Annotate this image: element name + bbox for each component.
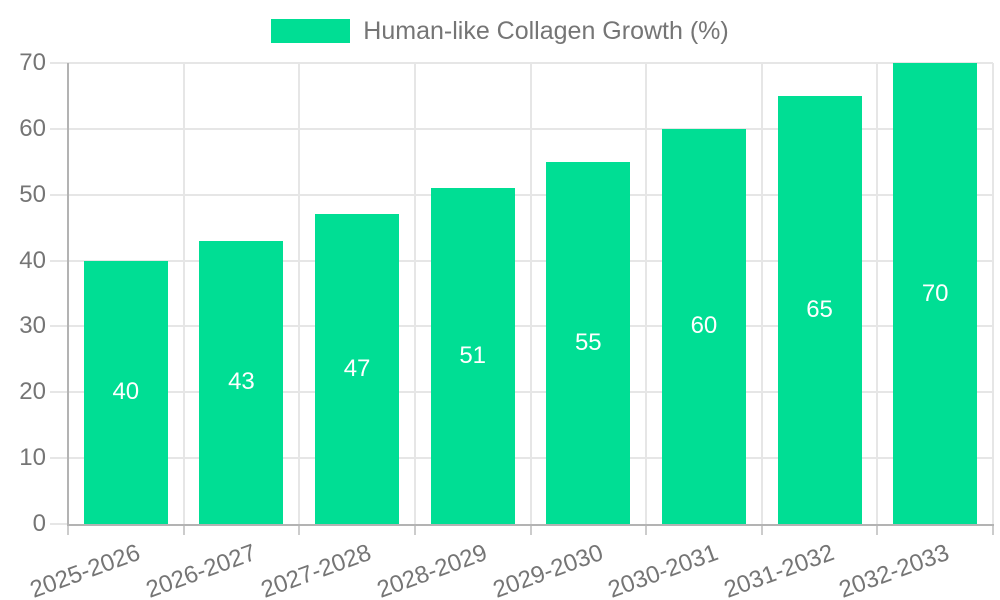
bar-2030-2031[interactable]: 60 xyxy=(661,128,746,524)
gridline-v xyxy=(413,63,416,524)
legend[interactable]: Human-like Collagen Growth (%) xyxy=(0,17,1000,45)
x-axis-tick xyxy=(413,524,416,535)
gridline-v xyxy=(182,63,185,524)
bar-value-label: 40 xyxy=(112,378,140,406)
y-axis-line xyxy=(67,63,69,526)
x-axis-tick xyxy=(529,524,532,535)
bar-2027-2028[interactable]: 47 xyxy=(315,214,400,524)
gridline-v xyxy=(298,63,301,524)
gridline-v xyxy=(876,63,879,524)
gridline-v xyxy=(760,63,763,524)
x-axis-label: 2030-2031 xyxy=(604,539,722,600)
x-axis-line xyxy=(67,524,994,526)
y-axis-label: 40 xyxy=(19,246,46,274)
bar-2032-2033[interactable]: 70 xyxy=(893,63,978,524)
bar-2031-2032[interactable]: 65 xyxy=(777,95,862,524)
y-axis-label: 20 xyxy=(19,378,46,406)
legend-label: Human-like Collagen Growth (%) xyxy=(363,17,729,45)
x-axis-label: 2027-2028 xyxy=(257,539,375,600)
y-axis-label: 30 xyxy=(19,312,46,340)
x-axis-tick xyxy=(298,524,301,535)
y-axis-label: 50 xyxy=(19,180,46,208)
plot-area: 40 43 47 51 55 60 65 70 xyxy=(68,62,994,524)
x-axis-tick xyxy=(992,524,994,535)
x-axis-label: 2028-2029 xyxy=(373,539,491,600)
y-axis-tick xyxy=(50,127,68,130)
y-axis-label: 60 xyxy=(19,114,46,142)
bar-value-label: 65 xyxy=(806,295,833,323)
bar-2026-2027[interactable]: 43 xyxy=(199,240,284,524)
bar-value-label: 55 xyxy=(574,328,602,356)
y-axis-tick xyxy=(50,193,68,196)
bar-2025-2026[interactable]: 40 xyxy=(83,260,168,524)
bar-value-label: 43 xyxy=(228,368,255,396)
y-axis-tick xyxy=(50,259,68,262)
y-axis-tick xyxy=(50,457,68,460)
x-axis-tick xyxy=(760,524,763,535)
bar-value-label: 60 xyxy=(690,312,718,340)
legend-swatch xyxy=(271,19,351,43)
x-axis-label: 2025-2026 xyxy=(26,539,144,600)
gridline-v xyxy=(529,63,532,524)
y-axis-tick xyxy=(50,62,68,64)
x-axis-tick xyxy=(67,524,69,535)
x-axis-tick xyxy=(182,524,185,535)
bar-2028-2029[interactable]: 51 xyxy=(430,188,515,524)
x-axis-tick xyxy=(645,524,648,535)
x-axis-label: 2032-2033 xyxy=(835,539,954,600)
x-axis-label: 2031-2032 xyxy=(720,539,838,600)
y-axis-tick xyxy=(50,325,68,328)
gridline-v xyxy=(992,63,994,524)
x-axis-tick xyxy=(876,524,879,535)
gridline-v xyxy=(645,63,648,524)
bar-value-label: 70 xyxy=(921,279,949,307)
x-axis-label: 2026-2027 xyxy=(142,539,260,600)
bar-2029-2030[interactable]: 55 xyxy=(546,161,631,524)
y-axis-tick xyxy=(50,391,68,394)
x-axis-label: 2029-2030 xyxy=(489,539,607,600)
y-axis-label: 10 xyxy=(19,444,46,472)
bar-value-label: 47 xyxy=(343,355,371,383)
bar-value-label: 51 xyxy=(459,342,487,370)
y-axis-label: 0 xyxy=(32,510,46,537)
y-axis-tick xyxy=(50,523,68,525)
y-axis-label: 70 xyxy=(19,49,46,76)
